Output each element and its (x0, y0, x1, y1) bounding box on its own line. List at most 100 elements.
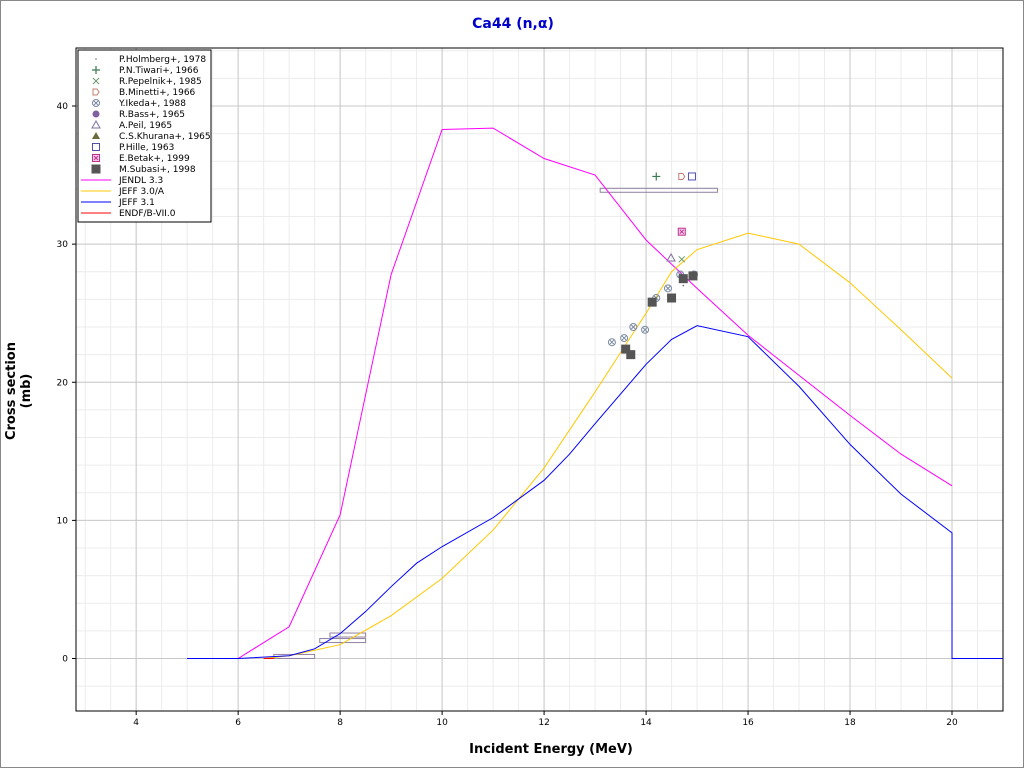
data-point (688, 271, 698, 281)
marker-square (626, 350, 636, 360)
y-axis-label: Cross section (mb) (4, 342, 34, 441)
legend-marker (92, 132, 100, 139)
data-point (607, 338, 616, 347)
legend-box (77, 49, 212, 223)
x-axis-label: Incident Energy (MeV) (469, 742, 633, 757)
marker-dot (95, 58, 97, 60)
legend-label: P.N.Tiwari+, 1966 (119, 66, 199, 76)
marker-square (621, 344, 631, 354)
legend-marker (92, 110, 100, 118)
legend-label: Y.Ikeda+, 1988 (118, 99, 186, 109)
marker-x (665, 285, 671, 291)
legend-marker (92, 77, 100, 85)
legend-label: R.Pepelnik+, 1985 (119, 77, 202, 87)
energy-range-bar (329, 632, 367, 638)
y-tick-label: 20 (57, 378, 69, 388)
legend-label: R.Bass+, 1965 (119, 110, 185, 120)
x-tick-label: 18 (844, 718, 856, 728)
legend-marker (91, 164, 101, 174)
legend-marker (92, 99, 100, 107)
marker-triangle (666, 252, 676, 262)
y-tick-label: 40 (57, 102, 69, 112)
marker-x (678, 255, 686, 263)
y-tick-label: 10 (57, 516, 69, 526)
legend-label: JENDL 3.3 (118, 176, 163, 186)
x-tick-label: 12 (538, 718, 549, 728)
marker-square (688, 271, 698, 281)
marker-circle (92, 99, 100, 107)
chart-title: Ca44 (n,α) (472, 16, 554, 32)
legend-label: C.S.Khurana+, 1965 (119, 132, 211, 142)
legend-label: P.Holmberg+, 1978 (119, 55, 206, 65)
legend-marker (91, 119, 101, 129)
marker-x (609, 339, 615, 345)
data-point (677, 227, 686, 236)
legend-marker (92, 143, 100, 151)
data-point (682, 284, 685, 287)
y-tick-label: 0 (62, 655, 68, 665)
marker-circle (92, 110, 100, 118)
marker-circle (607, 338, 616, 347)
legend-label: ENDF/B-VII.0 (119, 209, 176, 219)
legend-marker (92, 66, 100, 74)
marker-x (621, 335, 627, 341)
data-point (620, 334, 629, 343)
marker-circle (663, 284, 672, 293)
legend-label: P.Hille, 1963 (119, 143, 174, 153)
marker-x (642, 327, 648, 333)
legend-marker (95, 58, 97, 60)
data-point (687, 172, 696, 181)
marker-plus (92, 66, 100, 74)
legend-marker (92, 154, 100, 162)
marker-square (91, 164, 101, 174)
legend-label: M.Subasi+, 1998 (119, 165, 196, 175)
x-tick-label: 6 (235, 718, 241, 728)
x-tick-label: 14 (640, 718, 652, 728)
energy-range-bar (319, 638, 367, 644)
y-tick-label: 30 (57, 240, 69, 250)
legend-label: B.Minetti+, 1966 (119, 88, 196, 98)
legend-label: E.Betak+, 1999 (119, 154, 190, 164)
legend-label: JEFF 3.1 (118, 198, 155, 208)
series-line-jendl-3-3 (187, 127, 953, 660)
marker-dot (682, 284, 685, 287)
data-point (678, 274, 688, 284)
marker-x (92, 77, 100, 85)
marker-x (630, 324, 636, 330)
energy-range-bar (599, 187, 718, 193)
legend-label: A.Peil, 1965 (119, 121, 172, 131)
data-point (667, 293, 677, 303)
marker-square (92, 143, 100, 151)
x-tick-label: 16 (742, 718, 754, 728)
data-point (626, 350, 636, 360)
data-point (647, 297, 657, 307)
marker-square (647, 297, 657, 307)
legend-marker (92, 88, 100, 96)
marker-triangle (92, 132, 100, 139)
marker-square (687, 172, 696, 181)
marker-circle (620, 334, 629, 343)
marker-plus (652, 172, 661, 181)
marker-circle (629, 323, 638, 332)
data-point (678, 172, 686, 180)
x-tick-label: 4 (133, 718, 139, 728)
data-point (666, 252, 676, 262)
legend-label: JEFF 3.0/A (118, 187, 165, 197)
data-point (678, 255, 686, 263)
series-line-jeff-3-0-a (263, 232, 953, 660)
series-line-jeff-3-1 (187, 325, 1003, 660)
marker-square (667, 293, 677, 303)
marker-pentagon (678, 172, 686, 180)
marker-x (93, 100, 99, 106)
x-tick-label: 8 (337, 718, 343, 728)
marker-x (679, 229, 685, 235)
marker-circle (641, 325, 650, 334)
x-tick-label: 20 (946, 718, 958, 728)
data-point (629, 323, 638, 332)
marker-x (93, 155, 99, 161)
data-point (663, 284, 672, 293)
marker-triangle (91, 119, 101, 129)
